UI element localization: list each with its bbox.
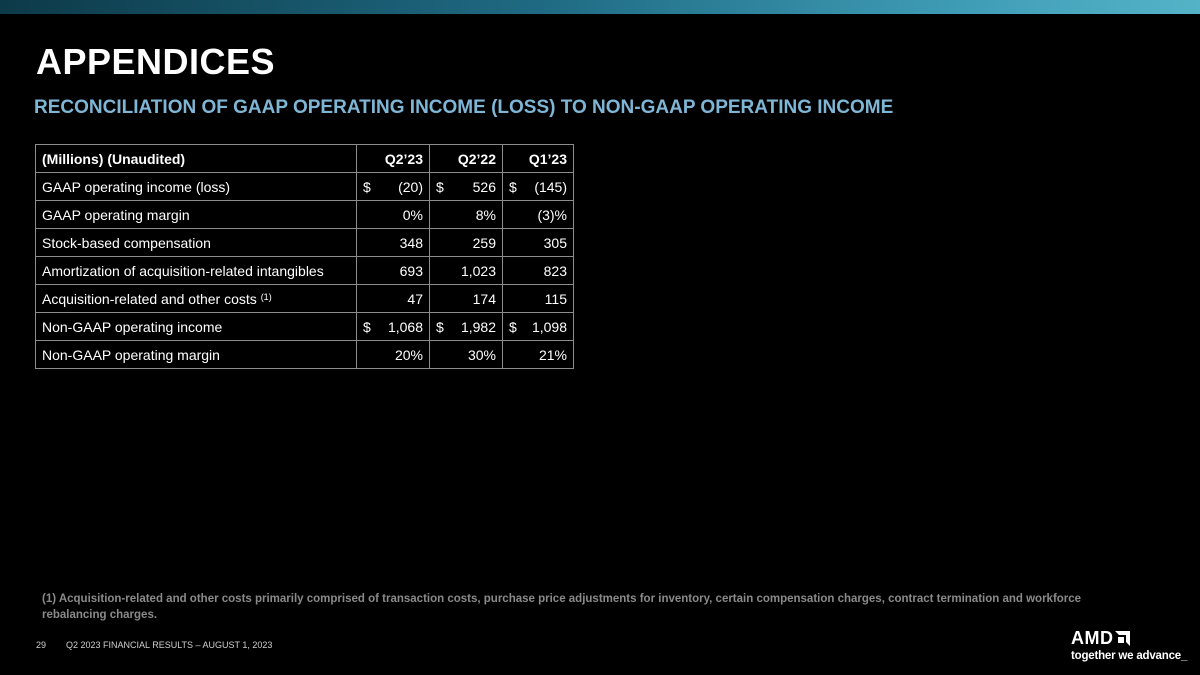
footnote-marker: (1) [260,291,272,302]
cell-amount: 1,098 [531,318,567,335]
table-row: Amortization of acquisition-related inta… [35,256,574,285]
header-q2-23: Q2’23 [356,144,430,173]
table-row: Acquisition-related and other costs (1) … [35,284,574,313]
cell-value: 259 [429,228,503,257]
cell-amount: 526 [472,178,496,195]
cell-amount: (20) [398,178,423,195]
amd-logo: AMD together we advance_ [1071,628,1187,662]
currency-symbol: $ [509,178,517,195]
cell-value: 47 [356,284,430,313]
cell-value: $1,982 [429,312,503,341]
reconciliation-table: (Millions) (Unaudited) Q2’23 Q2’22 Q1’23… [35,144,574,369]
amd-arrow-icon [1114,631,1130,646]
logo-tagline: together we advance_ [1071,650,1188,662]
logo-name: AMD [1071,628,1114,648]
logo-wordmark: AMD [1071,628,1187,649]
page-title: APPENDICES [36,41,276,82]
currency-symbol: $ [436,318,444,335]
table-row: Non-GAAP operating margin 20% 30% 21% [35,340,574,369]
cell-value: 1,023 [429,256,503,285]
page-subtitle: RECONCILIATION OF GAAP OPERATING INCOME … [34,97,894,118]
table-row: Stock-based compensation 348 259 305 [35,228,574,257]
currency-symbol: $ [363,318,371,335]
cell-value: $ (145) [502,172,574,201]
header-label: (Millions) (Unaudited) [35,144,357,173]
cell-value: $1,098 [502,312,574,341]
footnote: (1) Acquisition-related and other costs … [42,593,1082,621]
cell-value: 348 [356,228,430,257]
table-row: GAAP operating margin 0% 8% (3)% [35,200,574,229]
cell-value: 0% [356,200,430,229]
header-q1-23: Q1’23 [502,144,574,173]
cell-value: 305 [502,228,574,257]
currency-symbol: $ [363,178,371,195]
cell-value: 693 [356,256,430,285]
footer-text: Q2 2023 FINANCIAL RESULTS – AUGUST 1, 20… [66,640,273,650]
currency-symbol: $ [436,178,444,195]
currency-symbol: $ [509,318,517,335]
cell-value: $ (20) [356,172,430,201]
cell-value: 8% [429,200,503,229]
row-label: Non-GAAP operating margin [35,340,357,369]
row-label-cell: Acquisition-related and other costs (1) [35,284,357,313]
cell-value: 20% [356,340,430,369]
cell-amount: 1,068 [387,318,423,335]
cell-amount: (145) [534,178,567,195]
cell-value: 823 [502,256,574,285]
top-accent-bar [0,0,1200,14]
row-label: Acquisition-related and other costs [42,290,257,307]
cell-value: 30% [429,340,503,369]
table-row: GAAP operating income (loss) $ (20) $526 … [35,172,574,201]
row-label: GAAP operating income (loss) [35,172,357,201]
cell-value: $526 [429,172,503,201]
cell-value: 115 [502,284,574,313]
cell-value: $1,068 [356,312,430,341]
table-header-row: (Millions) (Unaudited) Q2’23 Q2’22 Q1’23 [35,144,574,173]
row-label: Amortization of acquisition-related inta… [35,256,357,285]
page-number: 29 [36,640,47,650]
header-q2-22: Q2’22 [429,144,503,173]
cell-value: 174 [429,284,503,313]
row-label: GAAP operating margin [35,200,357,229]
cell-value: (3)% [502,200,574,229]
cell-amount: 1,982 [460,318,496,335]
row-label: Stock-based compensation [35,228,357,257]
table-row: Non-GAAP operating income $1,068 $1,982 … [35,312,574,341]
cell-value: 21% [502,340,574,369]
row-label: Non-GAAP operating income [35,312,357,341]
